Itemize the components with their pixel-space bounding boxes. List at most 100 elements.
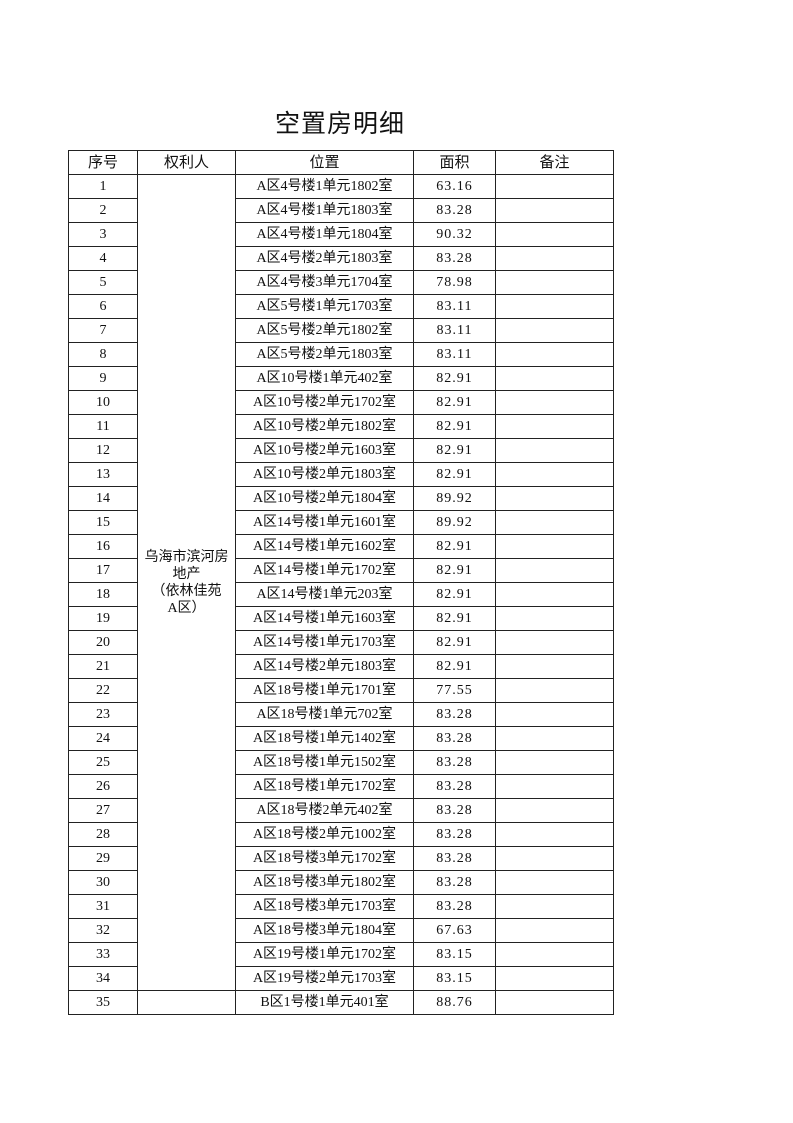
- area-cell: 83.28: [413, 822, 496, 847]
- remark-cell: [495, 606, 614, 631]
- area-cell: 82.91: [413, 462, 496, 487]
- table-row: 21 A区14号楼2单元1803室 82.91: [68, 654, 614, 679]
- area-cell: 89.92: [413, 486, 496, 511]
- remark-cell: [495, 318, 614, 343]
- location-cell: A区10号楼1单元402室: [235, 366, 414, 391]
- serial-cell: 6: [68, 294, 138, 319]
- table-row: 15 A区14号楼1单元1601室 89.92: [68, 510, 614, 535]
- area-cell: 82.91: [413, 558, 496, 583]
- area-cell: 83.28: [413, 750, 496, 775]
- table-row: 1 乌海市滨河房 地产 （依林佳苑 A区） A区4号楼1单元1802室 63.16: [68, 174, 614, 991]
- remark-cell: [495, 366, 614, 391]
- remark-cell: [495, 198, 614, 223]
- serial-cell: 4: [68, 246, 138, 271]
- area-cell: 83.28: [413, 870, 496, 895]
- location-cell: A区19号楼2单元1703室: [235, 966, 414, 991]
- header-cell: 面积: [413, 150, 496, 175]
- location-cell: A区4号楼3单元1704室: [235, 270, 414, 295]
- owner-cell: [137, 990, 236, 1015]
- location-cell: A区18号楼3单元1703室: [235, 894, 414, 919]
- serial-cell: 7: [68, 318, 138, 343]
- area-cell: 83.28: [413, 702, 496, 727]
- serial-cell: 17: [68, 558, 138, 583]
- owner-line: 地产: [172, 566, 201, 582]
- remark-cell: [495, 678, 614, 703]
- area-cell: 83.11: [413, 294, 496, 319]
- serial-cell: 34: [68, 966, 138, 991]
- serial-cell: 8: [68, 342, 138, 367]
- area-cell: 83.28: [413, 798, 496, 823]
- remark-cell: [495, 246, 614, 271]
- serial-cell: 21: [68, 654, 138, 679]
- location-cell: A区18号楼3单元1802室: [235, 870, 414, 895]
- remark-cell: [495, 630, 614, 655]
- remark-cell: [495, 966, 614, 991]
- table-row: 20 A区14号楼1单元1703室 82.91: [68, 630, 614, 655]
- table-row: 7 A区5号楼2单元1802室 83.11: [68, 318, 614, 343]
- remark-cell: [495, 534, 614, 559]
- area-cell: 83.28: [413, 246, 496, 271]
- table-row: 6 A区5号楼1单元1703室 83.11: [68, 294, 614, 319]
- table-row: 4 A区4号楼2单元1803室 83.28: [68, 246, 614, 271]
- location-cell: A区5号楼2单元1803室: [235, 342, 414, 367]
- serial-cell: 9: [68, 366, 138, 391]
- area-cell: 82.91: [413, 438, 496, 463]
- area-cell: 82.91: [413, 390, 496, 415]
- table-row: 14 A区10号楼2单元1804室 89.92: [68, 486, 614, 511]
- serial-cell: 31: [68, 894, 138, 919]
- serial-cell: 16: [68, 534, 138, 559]
- serial-cell: 35: [68, 990, 138, 1015]
- location-cell: A区14号楼2单元1803室: [235, 654, 414, 679]
- location-cell: A区10号楼2单元1702室: [235, 390, 414, 415]
- table-row: 11 A区10号楼2单元1802室 82.91: [68, 414, 614, 439]
- location-cell: A区18号楼1单元702室: [235, 702, 414, 727]
- remark-cell: [495, 990, 614, 1015]
- serial-cell: 15: [68, 510, 138, 535]
- remark-cell: [495, 774, 614, 799]
- area-cell: 63.16: [413, 174, 496, 199]
- location-cell: A区18号楼1单元1702室: [235, 774, 414, 799]
- area-cell: 83.28: [413, 894, 496, 919]
- serial-cell: 1: [68, 174, 138, 199]
- remark-cell: [495, 510, 614, 535]
- serial-cell: 28: [68, 822, 138, 847]
- area-cell: 67.63: [413, 918, 496, 943]
- location-cell: A区4号楼1单元1804室: [235, 222, 414, 247]
- location-cell: A区10号楼2单元1802室: [235, 414, 414, 439]
- remark-cell: [495, 582, 614, 607]
- header-cell: 序号: [68, 150, 138, 175]
- area-cell: 83.28: [413, 846, 496, 871]
- location-cell: A区18号楼1单元1402室: [235, 726, 414, 751]
- location-cell: A区18号楼2单元1002室: [235, 822, 414, 847]
- area-cell: 83.15: [413, 942, 496, 967]
- serial-cell: 30: [68, 870, 138, 895]
- serial-cell: 29: [68, 846, 138, 871]
- location-cell: A区4号楼1单元1803室: [235, 198, 414, 223]
- location-cell: A区18号楼2单元402室: [235, 798, 414, 823]
- remark-cell: [495, 414, 614, 439]
- serial-cell: 19: [68, 606, 138, 631]
- remark-cell: [495, 822, 614, 847]
- remark-cell: [495, 342, 614, 367]
- serial-cell: 5: [68, 270, 138, 295]
- remark-cell: [495, 846, 614, 871]
- serial-cell: 11: [68, 414, 138, 439]
- title: 空置房明细: [274, 111, 405, 138]
- serial-cell: 10: [68, 390, 138, 415]
- remark-cell: [495, 750, 614, 775]
- remark-cell: [495, 654, 614, 679]
- area-cell: 82.91: [413, 534, 496, 559]
- remark-cell: [495, 270, 614, 295]
- area-cell: 82.91: [413, 414, 496, 439]
- remark-cell: [495, 726, 614, 751]
- location-cell: A区18号楼1单元1701室: [235, 678, 414, 703]
- location-cell: A区14号楼1单元1602室: [235, 534, 414, 559]
- location-cell: A区14号楼1单元1702室: [235, 558, 414, 583]
- serial-cell: 32: [68, 918, 138, 943]
- vacant-housing-table: 序号 权利人 位置 面积 备注 1 乌海市滨河房 地产 （依林佳苑 A区） A区4号楼1单元180…: [68, 150, 614, 1015]
- table-row: 28 A区18号楼2单元1002室 83.28: [68, 822, 614, 847]
- header-cell: 权利人: [137, 150, 236, 175]
- serial-cell: 3: [68, 222, 138, 247]
- area-cell: 83.28: [413, 726, 496, 751]
